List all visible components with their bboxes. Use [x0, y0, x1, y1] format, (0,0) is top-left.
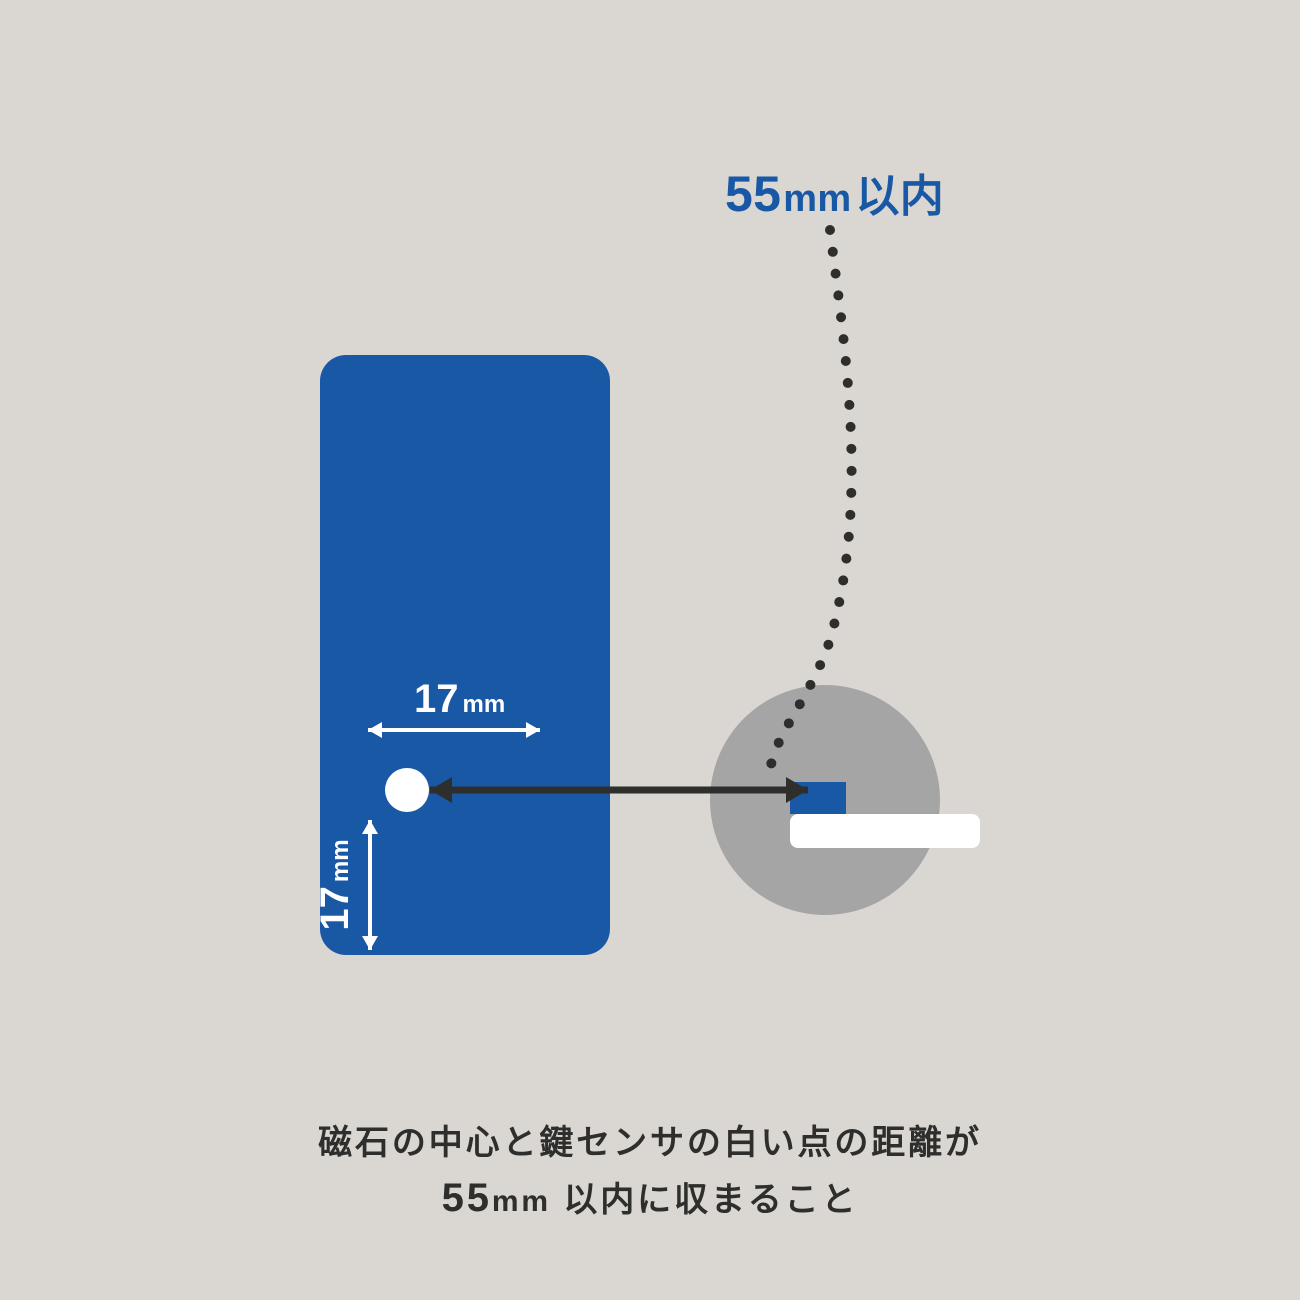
sensor-body	[320, 355, 610, 955]
caption-unit: mm	[492, 1185, 551, 1218]
diagram-svg: 17mm 17mm	[0, 0, 1300, 1300]
caption-line1: 磁石の中心と鍵センサの白い点の距離が	[318, 1124, 982, 1162]
distance-suffix: 以内	[855, 172, 944, 221]
distance-value: 55	[725, 166, 781, 222]
caption: 磁石の中心と鍵センサの白い点の距離が 55mm 以内に収まること	[0, 1115, 1300, 1229]
distance-title: 55mm以内	[725, 160, 944, 224]
background	[0, 0, 1300, 1300]
magnet-bar-white	[790, 814, 980, 848]
caption-value: 55	[442, 1176, 492, 1220]
diagram-canvas: 17mm 17mm 55mm以内 磁石の中	[0, 0, 1300, 1300]
distance-unit: mm	[783, 178, 851, 220]
sensor-dot	[385, 768, 429, 812]
caption-suffix: 以内に収まること	[551, 1181, 858, 1219]
